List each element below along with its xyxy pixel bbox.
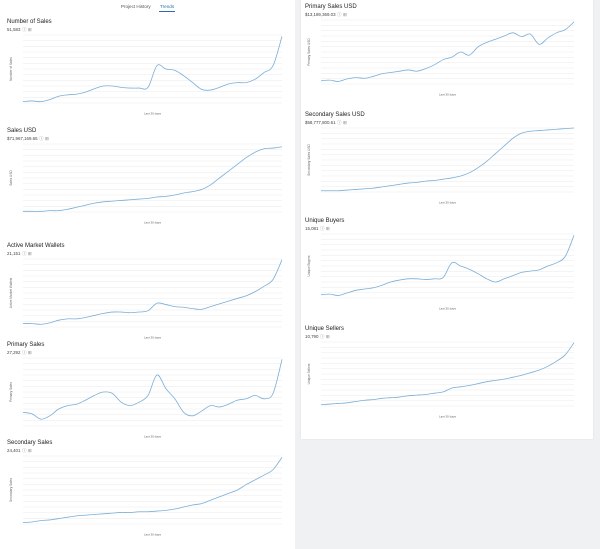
x-axis-label: Last 30 days <box>439 93 457 97</box>
primary-sales-usd-card: Primary Sales USD $13,189,369.03 ⓘ ⊞ Primary… <box>305 3 577 97</box>
number-of-sales-card: Number of Sales 51,583 ⓘ ⊞ Number of Sales La… <box>7 18 285 116</box>
expand-icon[interactable]: ⊞ <box>325 226 330 231</box>
tab-project-history[interactable]: Project History <box>120 4 151 9</box>
metric-value: $13,189,369.03 ⓘ ⊞ <box>305 11 577 18</box>
y-axis-label: Number of Sales <box>9 57 13 81</box>
metric-value: 51,583 ⓘ ⊞ <box>7 26 285 33</box>
metric-value-text: $71,967,169.65 <box>7 136 38 141</box>
x-axis-label: Last 30 days <box>439 307 457 311</box>
primary-sales-usd-chart: Primary Sales USD Last 30 days <box>307 19 575 97</box>
info-icon[interactable]: ⓘ <box>21 350 27 355</box>
y-axis-label: Secondary Sales USD <box>307 143 311 175</box>
info-icon[interactable]: ⓘ <box>319 226 325 231</box>
view-tabs: Project History Trends <box>0 3 295 12</box>
y-axis-label: Sales USD <box>9 170 13 186</box>
secondary-sales-usd-chart: Secondary Sales USD Last 30 days <box>307 127 575 205</box>
expand-icon[interactable]: ⊞ <box>27 251 32 256</box>
info-icon[interactable]: ⓘ <box>337 120 342 125</box>
chart-title: Primary Sales <box>7 342 45 348</box>
metric-value: $71,967,169.65 ⓘ ⊞ <box>7 135 285 142</box>
info-icon[interactable]: ⓘ <box>21 448 27 453</box>
sales-usd-card: Sales USD $71,967,169.65 ⓘ ⊞ Sales USD Last 3… <box>7 127 285 225</box>
metric-value: $58,777,800.61 ⓘ ⊞ <box>305 119 577 126</box>
chart-title: Secondary Sales <box>7 440 53 446</box>
metric-value-text: 21,151 <box>7 251 21 256</box>
x-axis-label: Last 30 days <box>144 435 162 439</box>
unique-sellers-chart: Unique Sellers Last 30 days <box>307 341 575 419</box>
series-line <box>320 235 575 296</box>
y-axis-label: Primary Sales <box>9 382 13 402</box>
info-icon[interactable]: ⓘ <box>21 251 27 256</box>
metric-value-text: 51,583 <box>7 27 21 32</box>
series-line <box>22 36 283 103</box>
metric-value-text: 27,292 <box>7 350 21 355</box>
number-of-sales-chart: Number of Sales Last 30 days <box>9 34 283 116</box>
metric-value-text: 10,790 <box>305 334 319 339</box>
secondary-sales-card: Secondary Sales 24,401 ⓘ ⊞ Secondary Sales La… <box>7 439 285 537</box>
metric-value: 27,292 ⓘ ⊞ <box>7 349 285 356</box>
active-market-wallets-card: Active Market Wallets 21,151 ⓘ ⊞ Active Mark… <box>7 242 285 340</box>
chart-title: Number of Sales <box>7 19 52 25</box>
info-icon[interactable]: ⓘ <box>39 136 44 141</box>
metric-value-text: 24,401 <box>7 448 21 453</box>
metric-value-text: $13,189,369.03 <box>305 12 336 17</box>
tab-trends[interactable]: Trends <box>159 3 176 12</box>
info-icon[interactable]: ⓘ <box>319 334 325 339</box>
expand-icon[interactable]: ⊞ <box>44 136 49 141</box>
unique-buyers-card: Unique Buyers 15,081 ⓘ ⊞ Unique Buyers Last 3… <box>305 217 577 311</box>
sales-usd-chart: Sales USD Last 30 days <box>9 143 283 225</box>
expand-icon[interactable]: ⊞ <box>27 27 32 32</box>
expand-icon[interactable]: ⊞ <box>342 12 347 17</box>
chart-title: Unique Sellers <box>305 326 345 332</box>
series-line <box>22 359 283 420</box>
metric-value: 24,401 ⓘ ⊞ <box>7 447 285 454</box>
metric-value-text: 15,081 <box>305 226 319 231</box>
y-axis-label: Unique Sellers <box>307 363 311 384</box>
unique-buyers-chart: Unique Buyers Last 30 days <box>307 233 575 311</box>
chart-title: Sales USD <box>7 128 37 134</box>
y-axis-label: Secondary Sales <box>9 478 13 503</box>
x-axis-label: Last 30 days <box>144 221 162 225</box>
primary-sales-card: Primary Sales 27,292 ⓘ ⊞ Primary Sales Last 3… <box>7 341 285 439</box>
y-axis-label: Unique Buyers <box>307 255 311 276</box>
chart-title: Active Market Wallets <box>7 243 65 249</box>
metric-value: 15,081 ⓘ ⊞ <box>305 225 577 232</box>
metric-value: 10,790 ⓘ ⊞ <box>305 333 577 340</box>
secondary-sales-usd-card: Secondary Sales USD $58,777,800.61 ⓘ ⊞ Secon… <box>305 111 577 205</box>
series-line <box>23 146 283 212</box>
series-line <box>320 21 575 82</box>
x-axis-label: Last 30 days <box>144 112 162 116</box>
chart-title: Primary Sales USD <box>305 4 357 10</box>
secondary-sales-chart: Secondary Sales Last 30 days <box>9 455 283 537</box>
series-line <box>22 457 283 524</box>
y-axis-label: Active Market Wallets <box>9 277 13 308</box>
unique-sellers-card: Unique Sellers 10,790 ⓘ ⊞ Unique Sellers Last… <box>305 325 577 419</box>
x-axis-label: Last 30 days <box>439 201 457 205</box>
info-icon[interactable]: ⓘ <box>337 12 342 17</box>
series-line <box>320 342 575 406</box>
expand-icon[interactable]: ⊞ <box>27 448 32 453</box>
chart-title: Secondary Sales USD <box>305 112 365 118</box>
x-axis-label: Last 30 days <box>439 415 457 419</box>
metric-value: 21,151 ⓘ ⊞ <box>7 250 285 257</box>
x-axis-label: Last 30 days <box>144 533 162 537</box>
series-line <box>22 259 283 325</box>
expand-icon[interactable]: ⊞ <box>27 350 32 355</box>
info-icon[interactable]: ⓘ <box>21 27 27 32</box>
expand-icon[interactable]: ⊞ <box>325 334 330 339</box>
metric-value-text: $58,777,800.61 <box>305 120 336 125</box>
expand-icon[interactable]: ⊞ <box>342 120 347 125</box>
chart-title: Unique Buyers <box>305 218 345 224</box>
active-market-wallets-chart: Active Market Wallets Last 30 days <box>9 258 283 340</box>
series-line <box>321 127 575 192</box>
y-axis-label: Primary Sales USD <box>307 38 311 66</box>
x-axis-label: Last 30 days <box>144 336 162 340</box>
primary-sales-chart: Primary Sales Last 30 days <box>9 357 283 439</box>
